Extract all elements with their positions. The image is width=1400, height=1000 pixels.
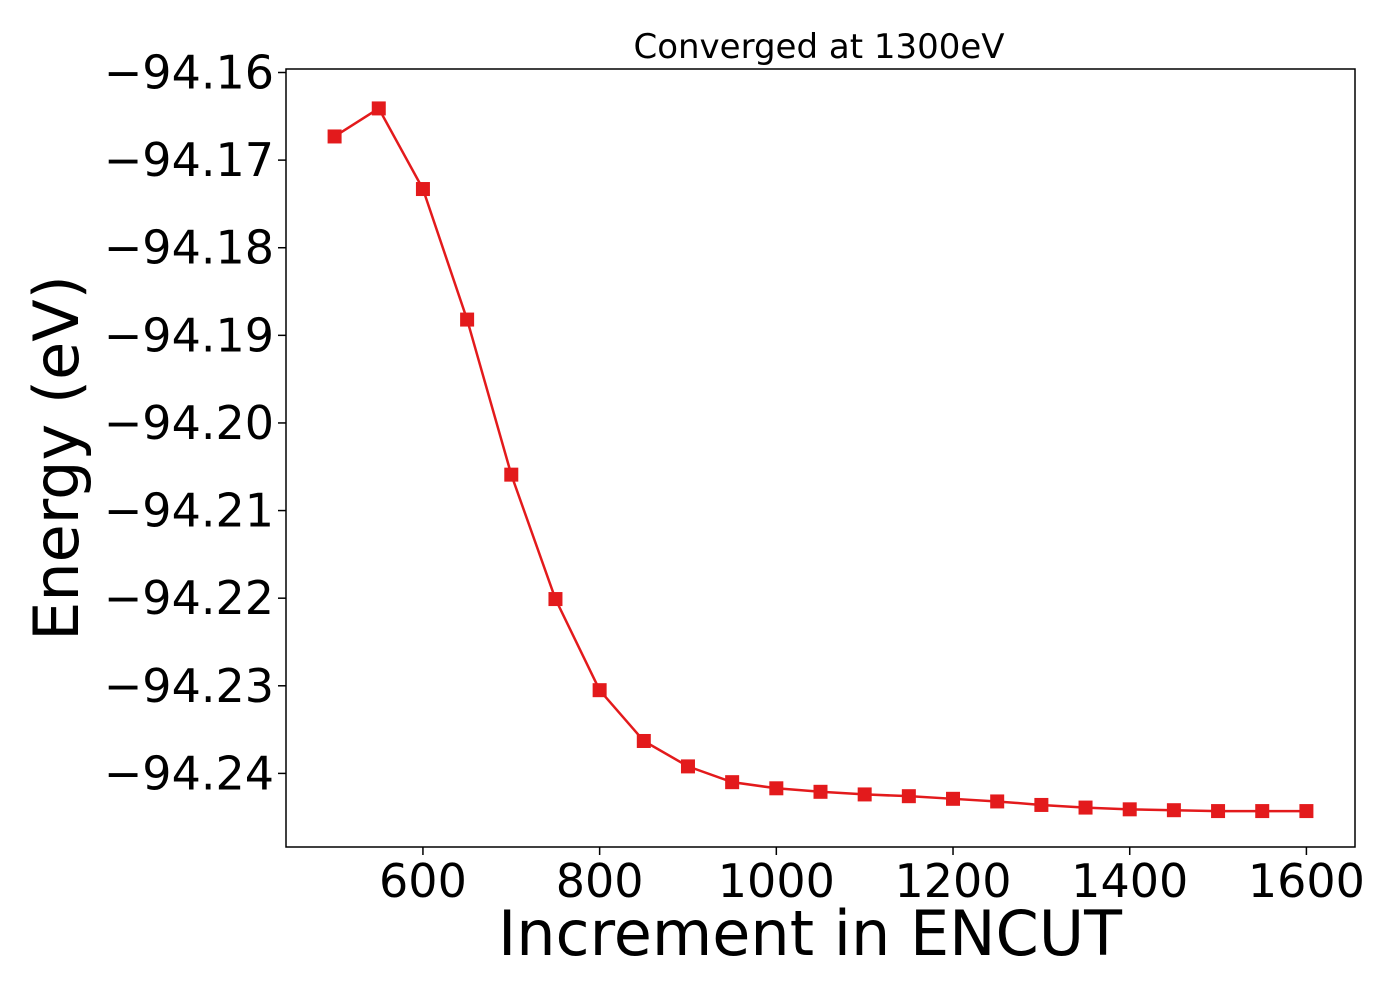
x-tick-label: 800 bbox=[556, 854, 644, 908]
y-tick-label: −94.22 bbox=[104, 571, 274, 625]
y-axis: −94.16 −94.17 −94.18 −94.19 −94.20 −94.21 −94.… bbox=[104, 46, 286, 800]
data-point-marker bbox=[857, 787, 872, 802]
y-axis-label: Energy (eV) bbox=[20, 275, 93, 641]
data-point-marker bbox=[1255, 804, 1270, 819]
data-point-marker bbox=[946, 791, 961, 806]
y-tick-label: −94.17 bbox=[104, 133, 274, 187]
data-point-marker bbox=[680, 759, 695, 774]
y-tick-label: −94.20 bbox=[104, 396, 274, 450]
data-point-marker bbox=[460, 312, 475, 327]
data-point-marker bbox=[504, 467, 519, 482]
data-point-marker bbox=[1034, 797, 1049, 812]
data-point-marker bbox=[990, 794, 1005, 809]
y-tick-label: −94.16 bbox=[104, 46, 274, 100]
data-point-marker bbox=[415, 182, 430, 197]
x-tick-label: 1600 bbox=[1248, 854, 1365, 908]
x-axis-label: Increment in ENCUT bbox=[498, 897, 1123, 970]
x-axis: 600 800 1000 1200 1400 1600 bbox=[379, 847, 1365, 908]
chart-title: Converged at 1300eV bbox=[633, 27, 1004, 67]
data-point-marker bbox=[725, 775, 740, 790]
data-point-marker bbox=[1166, 803, 1181, 818]
y-tick-label: −94.18 bbox=[104, 221, 274, 275]
data-point-marker bbox=[769, 781, 784, 796]
data-point-marker bbox=[371, 101, 386, 116]
x-tick-label: 1200 bbox=[894, 854, 1011, 908]
data-point-marker bbox=[592, 683, 607, 698]
y-tick-label: −94.19 bbox=[104, 308, 274, 362]
data-point-marker bbox=[327, 129, 342, 144]
data-point-marker bbox=[636, 733, 651, 748]
plot-area-frame bbox=[285, 68, 1356, 848]
data-point-marker bbox=[1122, 802, 1137, 817]
series-layer bbox=[327, 101, 1314, 819]
x-tick-label: 600 bbox=[379, 854, 467, 908]
y-tick-label: −94.24 bbox=[104, 746, 274, 800]
y-tick-label: −94.23 bbox=[104, 659, 274, 713]
data-point-marker bbox=[901, 789, 916, 804]
data-point-marker bbox=[1211, 804, 1226, 819]
data-point-marker bbox=[1078, 800, 1093, 815]
data-point-marker bbox=[548, 592, 563, 607]
data-point-marker bbox=[1299, 804, 1314, 819]
y-tick-label: −94.21 bbox=[104, 484, 274, 538]
data-point-marker bbox=[813, 784, 828, 799]
x-tick-label: 1400 bbox=[1071, 854, 1188, 908]
x-tick-label: 1000 bbox=[718, 854, 835, 908]
